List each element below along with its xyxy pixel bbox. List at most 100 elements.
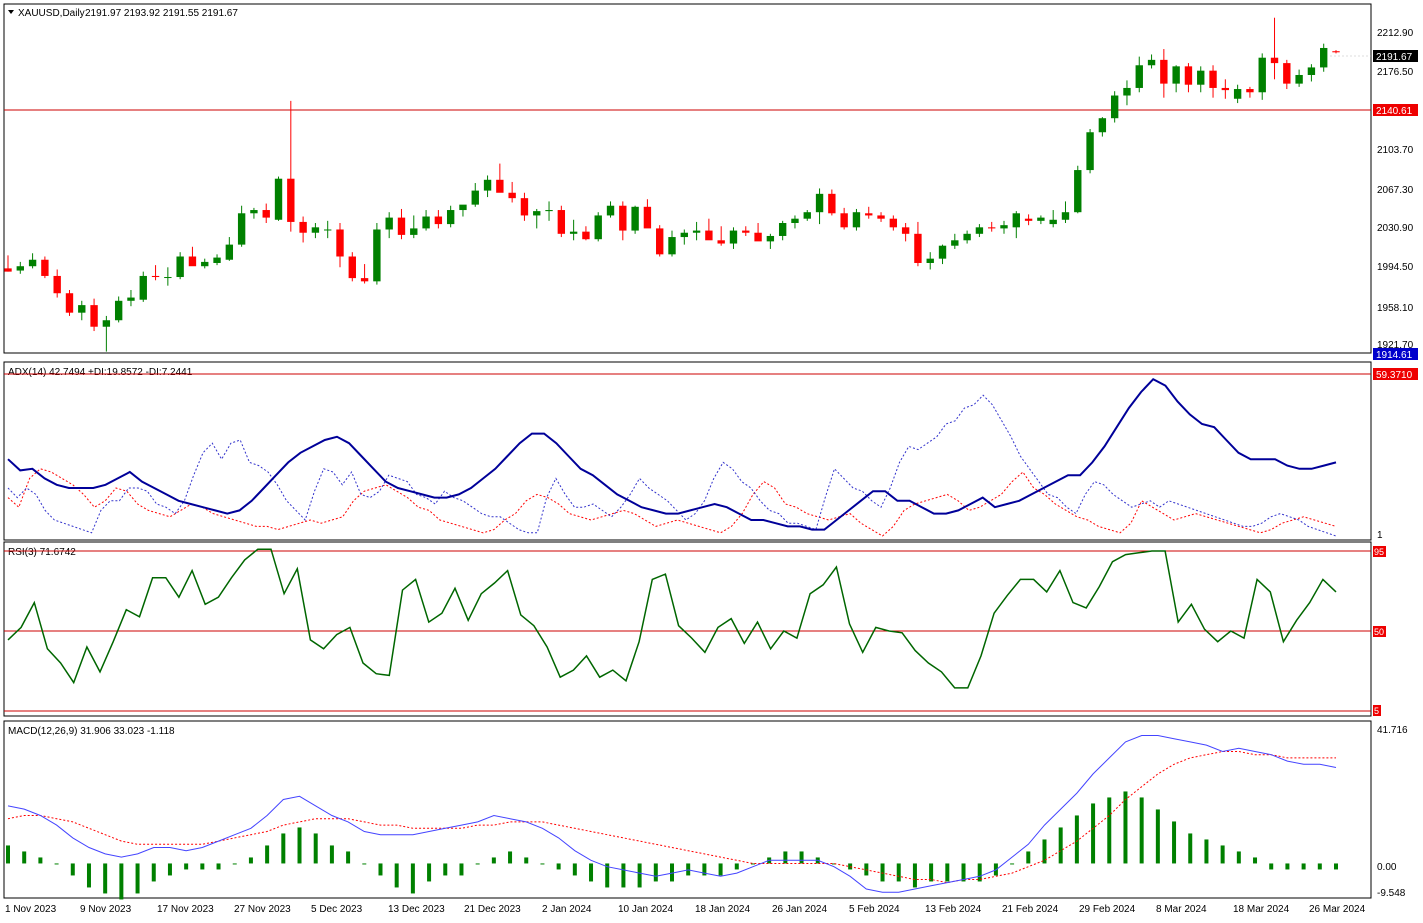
low-price-label: 1914.61 — [1376, 350, 1413, 361]
candle — [828, 189, 836, 216]
candle-body — [606, 205, 615, 216]
candle-body — [373, 229, 381, 282]
candle-body — [1233, 89, 1242, 99]
candle — [643, 199, 652, 229]
candle-body — [594, 215, 602, 240]
histogram-bar — [1285, 863, 1290, 870]
candle-body — [151, 275, 160, 278]
collapse-triangle-icon[interactable] — [8, 10, 14, 14]
histogram-bar — [54, 863, 59, 865]
candle — [471, 183, 479, 207]
price-tick: 2176.50 — [1377, 67, 1414, 78]
histogram-bar — [1042, 839, 1047, 864]
candle — [1332, 50, 1340, 54]
candle — [988, 221, 996, 232]
histogram-bar — [167, 863, 172, 876]
histogram-bar — [346, 851, 351, 864]
candle — [422, 210, 430, 231]
candle-body — [1061, 212, 1070, 220]
candle-body — [250, 210, 258, 214]
candle — [102, 315, 111, 352]
candle-body — [1246, 89, 1254, 93]
macd-label: MACD(12,26,9) 31.906 33.023 -1.118 — [8, 726, 175, 737]
candle — [705, 218, 713, 241]
candle — [889, 215, 898, 231]
candle-body — [201, 261, 209, 267]
histogram-bar — [621, 863, 626, 888]
candle — [963, 230, 971, 244]
candle-body — [619, 205, 627, 231]
histogram-bar — [653, 863, 658, 882]
histogram-bar — [1058, 827, 1063, 864]
candle — [28, 253, 37, 269]
candle — [1098, 117, 1107, 137]
candle-body — [410, 228, 418, 235]
candle — [250, 207, 258, 219]
histogram-bar — [1172, 821, 1177, 864]
minus-di-line — [7, 468, 1337, 537]
candle — [766, 233, 775, 249]
candle-body — [1307, 67, 1316, 75]
histogram-bar — [329, 845, 334, 864]
histogram-bar — [378, 863, 383, 876]
histogram-bar — [912, 863, 917, 888]
candle — [287, 100, 295, 232]
time-label: 17 Nov 2023 — [157, 904, 214, 915]
histogram-bar — [86, 863, 91, 888]
candle-body — [1110, 95, 1119, 119]
histogram-bar — [1010, 863, 1015, 865]
histogram-bar — [702, 863, 707, 876]
candle — [360, 264, 369, 284]
histogram-bar — [394, 863, 399, 888]
candle — [791, 215, 799, 229]
candle-body — [840, 213, 848, 228]
histogram-bar — [1204, 839, 1209, 864]
time-label: 5 Dec 2023 — [311, 904, 363, 915]
candle — [446, 205, 455, 228]
histogram-bar — [670, 863, 674, 882]
candle — [151, 265, 160, 281]
candle-body — [237, 213, 246, 245]
candle-body — [803, 212, 811, 219]
candle — [717, 226, 725, 246]
candle-body — [508, 192, 516, 199]
candle-body — [324, 229, 332, 231]
candle-body — [742, 230, 750, 233]
price-tick: 2067.30 — [1377, 185, 1414, 196]
candle-body — [656, 228, 664, 255]
candle — [926, 252, 934, 270]
candle-body — [434, 216, 443, 225]
histogram-bar — [1107, 797, 1112, 864]
candle — [311, 223, 320, 239]
histogram-bar — [1074, 815, 1079, 864]
time-label: 21 Dec 2023 — [464, 904, 521, 915]
time-label: 18 Mar 2024 — [1233, 904, 1290, 915]
candle — [274, 176, 283, 221]
histogram-bar — [945, 863, 950, 882]
rsi-panel: RSI(3) 71.6742 95 50 5 — [3, 541, 1386, 717]
time-label: 5 Feb 2024 — [849, 904, 900, 915]
candle-body — [1270, 57, 1279, 64]
adx-label: ADX(14) 42.7494 +DI:19.8572 -DI:7.2441 — [8, 367, 193, 378]
candle — [16, 261, 24, 274]
candle-body — [360, 278, 369, 282]
candle-body — [1221, 87, 1230, 91]
candle-body — [815, 193, 824, 213]
histogram-bar — [589, 863, 594, 882]
candle — [1000, 220, 1008, 234]
candle-body — [262, 210, 270, 218]
price-axis: 2212.90 2176.50 2103.70 2067.30 2030.90 … — [1377, 28, 1414, 351]
candle — [1147, 54, 1156, 69]
time-label: 26 Mar 2024 — [1309, 904, 1366, 915]
candle-body — [176, 256, 184, 278]
histogram-bar — [362, 863, 367, 865]
price-tick: 1994.50 — [1377, 262, 1414, 273]
candle — [975, 224, 984, 238]
candle — [1086, 129, 1094, 174]
candle-body — [397, 217, 406, 235]
histogram-bar — [297, 827, 302, 864]
candle-body — [914, 233, 922, 263]
histogram-bar — [896, 863, 901, 882]
candle-body — [348, 256, 356, 279]
candle — [1320, 43, 1328, 72]
